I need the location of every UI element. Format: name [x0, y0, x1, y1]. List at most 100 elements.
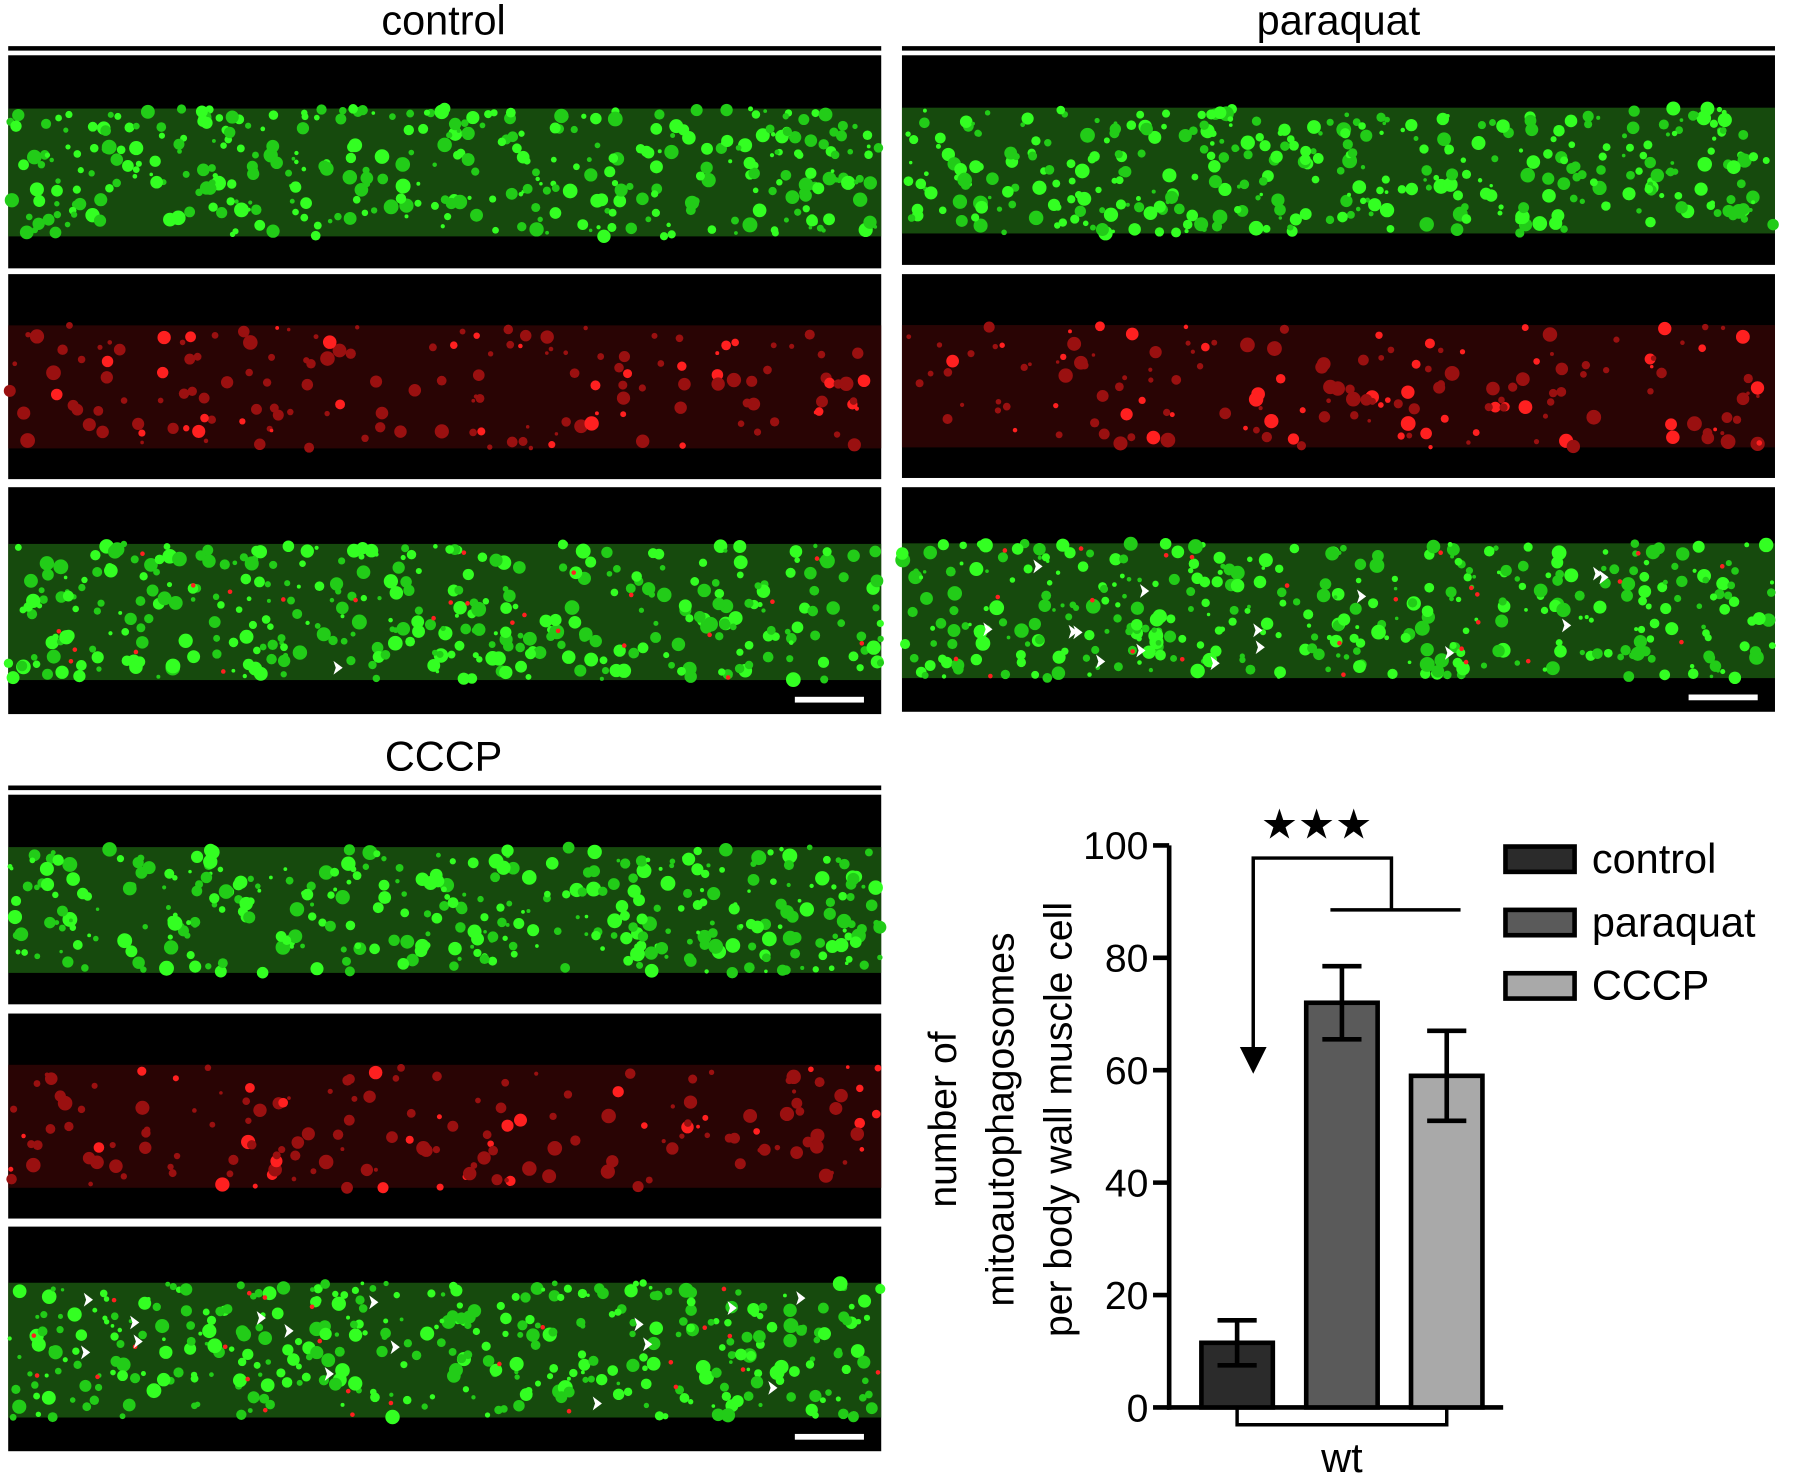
puncta: [112, 178, 121, 188]
puncta: [544, 890, 551, 898]
puncta: [502, 1330, 509, 1338]
puncta: [1533, 438, 1540, 445]
puncta: [1191, 572, 1203, 585]
puncta: [577, 1288, 588, 1299]
puncta: [56, 1326, 64, 1334]
puncta: [1307, 120, 1321, 134]
puncta: [783, 1333, 797, 1348]
puncta: [132, 166, 140, 173]
puncta: [376, 1345, 388, 1358]
puncta: [1636, 208, 1642, 214]
puncta: [1656, 367, 1667, 379]
puncta: [769, 1365, 785, 1380]
puncta: [1628, 105, 1640, 117]
puncta-red: [1078, 546, 1084, 551]
puncta: [1123, 536, 1138, 551]
puncta: [26, 593, 41, 608]
puncta: [846, 892, 855, 902]
puncta: [88, 170, 95, 177]
puncta: [374, 552, 379, 557]
puncta: [1592, 648, 1603, 659]
puncta: [1555, 639, 1563, 647]
puncta: [203, 438, 209, 444]
puncta: [658, 866, 663, 871]
puncta: [110, 1312, 119, 1321]
error-bar: [1217, 1318, 1257, 1368]
puncta: [848, 651, 859, 662]
puncta: [242, 658, 255, 671]
puncta: [767, 849, 774, 856]
puncta: [296, 122, 310, 135]
puncta: [1623, 671, 1635, 682]
puncta: [828, 965, 835, 972]
puncta: [89, 143, 99, 153]
puncta: [660, 875, 676, 891]
puncta: [1227, 116, 1234, 122]
puncta: [1296, 441, 1307, 451]
puncta: [610, 588, 619, 597]
arrowhead: [324, 1366, 334, 1381]
puncta: [791, 1097, 803, 1109]
y-tick-label: 80: [1105, 938, 1149, 981]
puncta: [746, 1367, 751, 1372]
puncta: [1598, 152, 1607, 161]
puncta-red: [461, 550, 467, 555]
puncta: [1659, 669, 1671, 681]
puncta: [406, 549, 417, 560]
arrowhead: [727, 1301, 737, 1315]
puncta: [308, 912, 317, 921]
puncta: [1112, 582, 1117, 587]
puncta: [615, 900, 629, 913]
puncta: [120, 1173, 127, 1180]
puncta: [628, 873, 638, 883]
puncta: [1419, 217, 1434, 232]
puncta: [278, 1097, 289, 1108]
puncta: [839, 858, 850, 870]
puncta: [908, 160, 913, 165]
puncta: [1566, 439, 1581, 454]
puncta: [563, 350, 569, 356]
puncta: [809, 1389, 822, 1403]
puncta: [636, 192, 649, 206]
puncta: [1161, 109, 1171, 118]
puncta: [1491, 155, 1499, 163]
puncta: [1601, 565, 1607, 572]
puncta: [375, 406, 389, 420]
puncta: [1696, 603, 1703, 610]
puncta: [1647, 388, 1654, 395]
puncta: [508, 941, 518, 951]
puncta: [168, 1169, 177, 1178]
puncta: [685, 1304, 697, 1316]
puncta: [1134, 202, 1145, 213]
puncta: [525, 1386, 533, 1395]
puncta: [25, 332, 31, 338]
puncta: [743, 156, 756, 170]
puncta: [1650, 168, 1665, 183]
puncta: [228, 1346, 235, 1352]
puncta: [996, 206, 1003, 212]
puncta: [1425, 184, 1432, 191]
puncta: [1287, 224, 1294, 231]
puncta: [242, 1097, 251, 1106]
puncta: [263, 148, 278, 163]
puncta: [1653, 542, 1665, 555]
puncta: [1749, 192, 1753, 197]
puncta: [220, 142, 227, 149]
puncta: [301, 166, 307, 172]
puncta: [608, 153, 619, 163]
puncta: [423, 876, 438, 891]
puncta: [1384, 190, 1389, 194]
puncta: [1400, 632, 1411, 643]
puncta: [561, 650, 576, 664]
puncta: [936, 342, 943, 348]
puncta: [234, 202, 249, 218]
puncta: [1014, 623, 1029, 638]
puncta: [267, 639, 278, 650]
puncta: [473, 332, 480, 339]
puncta: [368, 1065, 383, 1080]
puncta: [187, 650, 201, 664]
puncta: [664, 1287, 673, 1296]
puncta: [296, 1379, 303, 1386]
puncta: [212, 593, 220, 601]
puncta: [89, 645, 97, 653]
